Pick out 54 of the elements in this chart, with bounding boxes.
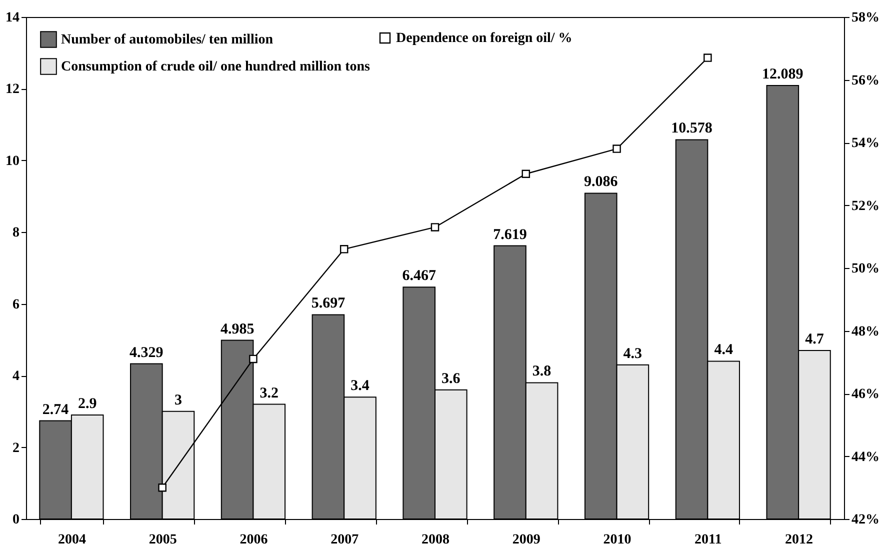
data-label: 2.74 bbox=[42, 402, 70, 418]
point bbox=[522, 170, 530, 178]
y-tick-label: 4 bbox=[12, 369, 20, 384]
data-label: 4.329 bbox=[130, 344, 164, 361]
data-label: 12.089 bbox=[762, 66, 804, 83]
legend-label: Consumption of crude oil/ one hundred million tons bbox=[61, 60, 371, 74]
data-label: 2.9 bbox=[78, 396, 97, 412]
x-tick-label: 2010 bbox=[603, 532, 632, 548]
y-tick-label: 2 bbox=[12, 440, 20, 456]
point bbox=[612, 144, 621, 153]
point bbox=[158, 483, 166, 492]
data-label: 3.4 bbox=[350, 378, 370, 394]
data-label: 3.2 bbox=[260, 385, 279, 402]
data-label: 6.467 bbox=[402, 268, 436, 284]
legend-label: Dependence on foreign oil/ % bbox=[396, 31, 572, 46]
y2-tick-label: 54% bbox=[852, 136, 880, 151]
data-label: 4.4 bbox=[714, 342, 734, 358]
legend-label: Number of automobiles/ ten million bbox=[61, 32, 274, 48]
x-tick-label: 2006 bbox=[240, 532, 268, 548]
x-tick-label: 2007 bbox=[330, 532, 359, 548]
data-label: 4.7 bbox=[805, 331, 824, 348]
point bbox=[340, 245, 348, 254]
y-tick-label: 0 bbox=[12, 512, 20, 528]
y2-tick-label: 48% bbox=[852, 324, 880, 340]
point bbox=[249, 354, 258, 364]
y-tick-label: 14 bbox=[6, 10, 20, 26]
data-label: 9.086 bbox=[584, 174, 618, 190]
data-label: 3.8 bbox=[532, 364, 552, 380]
x-tick-label: 2005 bbox=[148, 532, 177, 548]
data-label: 4.3 bbox=[623, 346, 642, 362]
y2-tick-label: 50% bbox=[852, 262, 880, 276]
point bbox=[704, 54, 712, 62]
y2-tick-label: 56% bbox=[852, 73, 880, 88]
x-tick-label: 2012 bbox=[785, 532, 814, 548]
data-label: 4.985 bbox=[220, 321, 254, 338]
x-tick-label: 2004 bbox=[58, 532, 86, 548]
y-tick-label: 12 bbox=[6, 82, 20, 98]
x-tick-label: 2011 bbox=[694, 532, 722, 548]
y2-tick-label: 44% bbox=[852, 450, 880, 465]
data-label: 3.6 bbox=[442, 370, 461, 387]
y2-tick-label: 52% bbox=[852, 198, 880, 214]
data-label: 7.619 bbox=[493, 226, 527, 243]
data-label: 5.697 bbox=[311, 296, 346, 312]
data-label: 10.578 bbox=[671, 120, 712, 137]
y-tick-label: 6 bbox=[12, 297, 20, 312]
x-tick-label: 2008 bbox=[422, 532, 450, 548]
y-tick-label: 10 bbox=[6, 154, 20, 169]
y-tick-label: 8 bbox=[12, 226, 20, 241]
y2-tick-label: 46% bbox=[852, 387, 880, 402]
y2-tick-label: 42% bbox=[852, 512, 880, 528]
point bbox=[430, 223, 440, 232]
y2-tick-label: 58% bbox=[852, 10, 880, 26]
data-label: 3 bbox=[174, 392, 182, 408]
x-tick-label: 2009 bbox=[512, 532, 540, 548]
